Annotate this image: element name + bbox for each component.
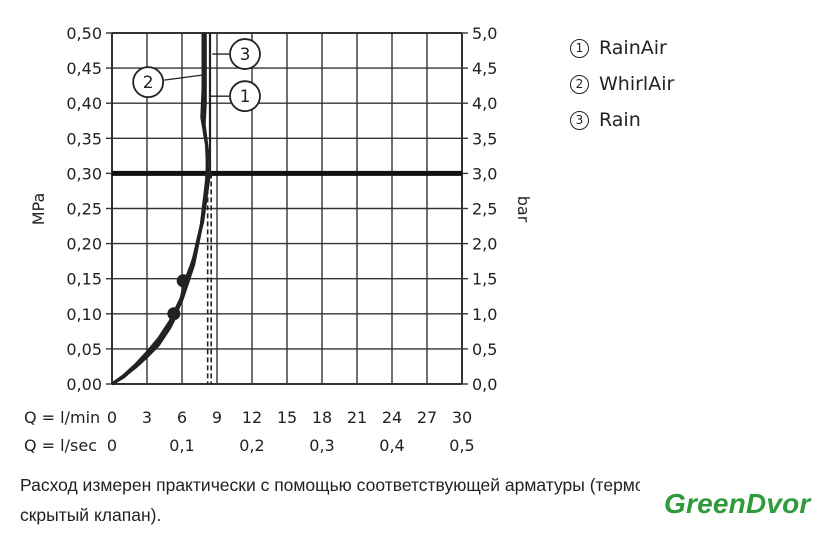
y-tick-label-left: 0,05 [66, 340, 102, 359]
chart-annotation-group: 1 2 3 [132, 38, 261, 113]
x-tick-label: 9 [212, 408, 222, 427]
x-tick-label: 24 [382, 408, 402, 427]
y-tick-label-left: 0,00 [66, 375, 102, 394]
annotation-label: 2 [143, 73, 154, 93]
y-tick-label-right: 4,0 [472, 94, 497, 113]
x-axis-primary-label: Q = l/min [24, 408, 100, 427]
x-tick-label: 18 [312, 408, 332, 427]
x-secondary-tick-label: 0,5 [449, 436, 474, 455]
y-tick-label-right: 1,5 [472, 270, 497, 289]
y-tick-label-left: 0,40 [66, 94, 102, 113]
chart: 123 0,000,050,100,150,200,250,300,350,40… [24, 24, 533, 455]
x-tick-label: 3 [142, 408, 152, 427]
y-tick-label-right: 0,5 [472, 340, 497, 359]
x-tick-label: 0 [107, 408, 117, 427]
y-axis-left-label: MPa [29, 193, 48, 226]
x-tick-label: 30 [452, 408, 472, 427]
note-cover [640, 470, 840, 510]
measurement-note: Расход измерен практически с помощью соо… [20, 475, 774, 525]
legend-item-whirlair: 2 WhirlAir [570, 66, 674, 102]
y-tick-label-right: 0,0 [472, 375, 497, 394]
x-tick-label: 27 [417, 408, 437, 427]
x-tick-label: 6 [177, 408, 187, 427]
watermark-logo: GreenDvor [664, 488, 811, 519]
annotation-label: 3 [240, 45, 251, 65]
x-secondary-tick-label: 0,4 [379, 436, 404, 455]
chart-grid [106, 32, 468, 385]
y-tick-label-left: 0,15 [66, 270, 102, 289]
y-tick-label-left: 0,35 [66, 129, 102, 148]
annotation-circle [229, 80, 261, 113]
legend-symbol: 3 [570, 110, 589, 130]
y-tick-label-left: 0,50 [66, 24, 102, 43]
annotation-leader [164, 74, 202, 81]
y-tick-label-right: 3,5 [472, 129, 497, 148]
x-tick-label: 12 [242, 408, 262, 427]
y-tick-label-right: 3,0 [472, 164, 497, 183]
x-secondary-tick-label: 0 [107, 436, 117, 455]
annotation-circle [132, 66, 165, 99]
annotation-label: 1 [240, 87, 251, 107]
legend-symbol: 1 [570, 38, 589, 58]
y-tick-label-right: 2,5 [472, 200, 497, 219]
legend-label: Rain [599, 109, 641, 131]
legend-label: WhirlAir [599, 73, 675, 95]
y-tick-label-right: 4,5 [472, 59, 497, 78]
chart-marker-group [167, 274, 190, 321]
data-marker [167, 307, 181, 321]
legend: 1 RainAir 2 WhirlAir 3 Rain [570, 30, 674, 138]
y-axis-right-label: bar [514, 196, 533, 223]
y-tick-label-left: 0,25 [66, 200, 102, 219]
y-tick-label-right: 5,0 [472, 24, 497, 43]
x-tick-label: 15 [277, 408, 297, 427]
y-tick-label-left: 0,45 [66, 59, 102, 78]
reference-line-group [112, 170, 462, 384]
x-axis-secondary-label: Q = l/sec [24, 436, 97, 455]
x-secondary-tick-label: 0,1 [169, 436, 194, 455]
x-tick-label: 21 [347, 408, 367, 427]
y-tick-label-right: 1,0 [472, 305, 497, 324]
chart-tick-labels: 0,000,050,100,150,200,250,300,350,400,45… [66, 24, 497, 455]
data-marker [176, 274, 190, 288]
legend-item-rainair: 1 RainAir [570, 30, 674, 66]
x-secondary-tick-label: 0,3 [309, 436, 334, 455]
y-tick-label-right: 2,0 [472, 235, 497, 254]
legend-symbol: 2 [570, 74, 589, 94]
legend-label: RainAir [599, 37, 667, 59]
y-tick-label-left: 0,10 [66, 305, 102, 324]
annotation-circle [229, 38, 261, 70]
x-secondary-tick-label: 0,2 [239, 436, 264, 455]
y-tick-label-left: 0,20 [66, 235, 102, 254]
y-tick-label-left: 0,30 [66, 164, 102, 183]
legend-item-rain: 3 Rain [570, 102, 674, 138]
